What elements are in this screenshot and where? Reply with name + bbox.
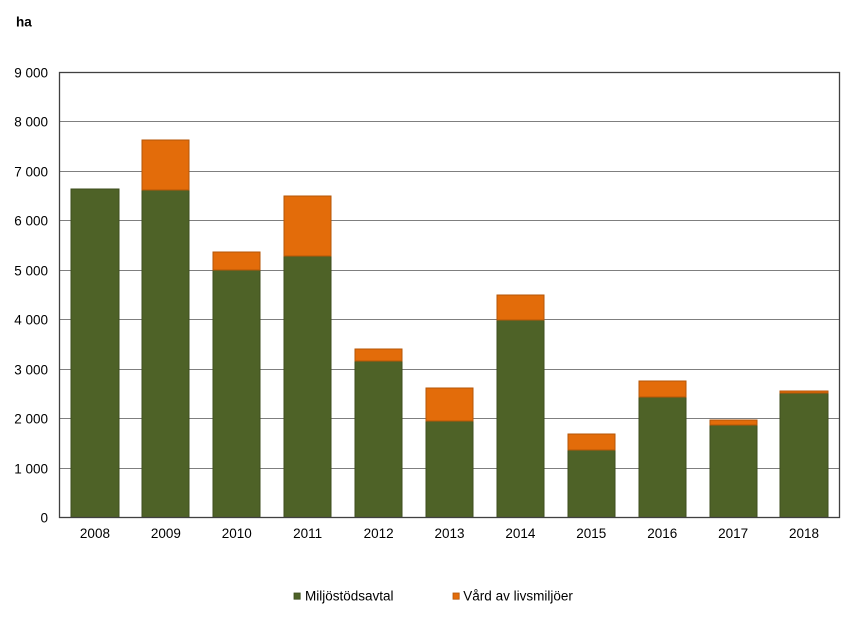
svg-text:4 000: 4 000 [14, 312, 48, 327]
svg-text:2017: 2017 [718, 526, 748, 541]
svg-text:7 000: 7 000 [14, 164, 48, 179]
svg-text:2009: 2009 [151, 526, 181, 541]
svg-text:2012: 2012 [364, 526, 394, 541]
svg-text:5 000: 5 000 [14, 263, 48, 278]
svg-text:2 000: 2 000 [14, 411, 48, 426]
svg-text:2010: 2010 [222, 526, 252, 541]
svg-text:2013: 2013 [434, 526, 464, 541]
svg-text:2016: 2016 [647, 526, 677, 541]
svg-text:2011: 2011 [293, 526, 322, 541]
svg-text:2014: 2014 [505, 526, 536, 541]
svg-text:2015: 2015 [576, 526, 606, 541]
svg-text:Miljöstödsavtal: Miljöstödsavtal [305, 589, 394, 604]
svg-text:2008: 2008 [80, 526, 110, 541]
svg-text:2018: 2018 [789, 526, 819, 541]
svg-text:6 000: 6 000 [14, 213, 48, 228]
svg-text:9 000: 9 000 [14, 65, 48, 80]
svg-text:8 000: 8 000 [14, 114, 48, 129]
svg-text:3 000: 3 000 [14, 362, 48, 377]
svg-text:Vård av livsmiljöer: Vård av livsmiljöer [463, 589, 573, 604]
svg-text:1 000: 1 000 [14, 461, 48, 476]
svg-text:ha: ha [16, 15, 32, 30]
svg-text:0: 0 [40, 510, 48, 525]
